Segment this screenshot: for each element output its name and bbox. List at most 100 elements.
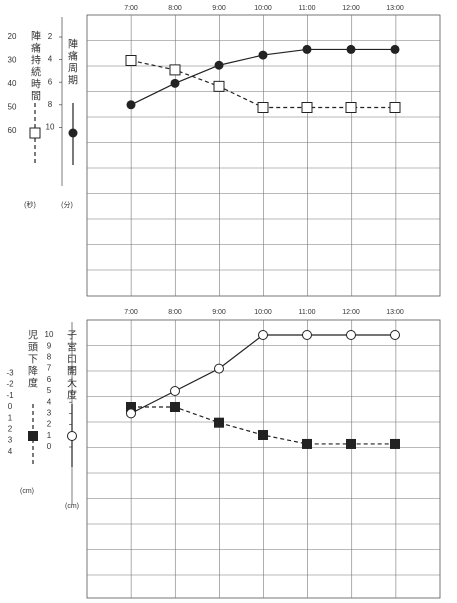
right-tick-label: 10 xyxy=(46,123,55,132)
right-tick-label: 4 xyxy=(47,397,52,406)
left-axis-label-char: 降 xyxy=(28,365,38,378)
left-tick-label: 30 xyxy=(8,56,17,65)
data-point-duration xyxy=(301,102,313,113)
right-axis-unit: (分) xyxy=(61,200,73,209)
left-tick-label: 3 xyxy=(8,436,13,445)
right-tick-label: 1 xyxy=(47,431,52,440)
right-tick-label: 7 xyxy=(47,364,52,373)
left-axis-label-char: 児 xyxy=(28,330,38,342)
data-point-duration xyxy=(389,102,401,113)
right-axis-label-char: 口 xyxy=(67,355,77,366)
left-axis-unit: (cm) xyxy=(20,488,34,495)
left-tick-label: 0 xyxy=(8,402,13,411)
right-tick-label: 5 xyxy=(47,386,52,395)
left-tick-label: 1 xyxy=(8,413,13,422)
x-tick-label: 9:00 xyxy=(212,309,226,316)
left-axis-label-char: 下 xyxy=(28,355,38,366)
right-axis-label-char: 期 xyxy=(68,75,78,87)
left-axis-label-char: 続 xyxy=(31,66,41,79)
data-point-duration xyxy=(345,102,357,113)
data-point-dilation xyxy=(214,363,224,374)
left-legend-marker xyxy=(29,127,41,139)
left-tick-label: 2 xyxy=(8,425,13,434)
left-axis-label-char: 時 xyxy=(31,79,41,91)
left-axis-unit: (秒) xyxy=(24,200,36,209)
x-tick-label: 8:00 xyxy=(168,309,182,316)
data-point-duration xyxy=(213,80,225,92)
left-axis-label-char: 持 xyxy=(31,54,41,67)
chart-panel-2 xyxy=(32,319,441,599)
left-tick-label: 4 xyxy=(8,447,13,456)
right-axis-label-char: 開 xyxy=(67,366,77,378)
x-tick-label: 10:00 xyxy=(254,5,272,12)
left-axis-label-char: 痛 xyxy=(31,42,41,55)
data-point-interval xyxy=(126,100,136,110)
data-point-interval xyxy=(390,44,400,54)
x-tick-label: 13:00 xyxy=(386,5,404,12)
data-point-duration xyxy=(257,102,269,113)
x-tick-label: 11:00 xyxy=(299,5,316,12)
data-point-dilation xyxy=(170,386,180,396)
data-point-descent xyxy=(214,417,224,428)
left-axis-label-char: 間 xyxy=(31,91,41,103)
right-axis-label-char: 痛 xyxy=(68,50,78,63)
right-tick-label: 4 xyxy=(48,55,53,64)
right-tick-label: 6 xyxy=(48,77,53,86)
right-axis-label-char: 大 xyxy=(67,377,77,390)
data-point-descent xyxy=(390,438,400,449)
data-point-dilation xyxy=(346,330,356,340)
series-line-dilation xyxy=(130,334,395,414)
data-point-interval xyxy=(346,44,356,54)
x-tick-label: 12:00 xyxy=(342,309,360,316)
right-axis-label-char: 度 xyxy=(67,389,77,402)
data-point-duration xyxy=(125,55,137,66)
right-tick-label: 6 xyxy=(47,375,52,384)
data-point-dilation xyxy=(390,330,400,340)
x-tick-label: 10:00 xyxy=(254,309,272,316)
right-legend-marker xyxy=(68,128,78,138)
left-tick-label: 40 xyxy=(8,79,17,88)
left-tick-label: 50 xyxy=(8,103,17,112)
data-point-descent xyxy=(126,402,136,412)
x-tick-label: 7:00 xyxy=(124,309,138,316)
x-tick-label: 7:00 xyxy=(124,5,138,12)
right-tick-label: 9 xyxy=(47,341,52,350)
data-point-dilation xyxy=(302,330,312,340)
left-legend-marker xyxy=(28,431,38,441)
data-point-descent xyxy=(346,438,356,449)
data-point-descent xyxy=(258,430,268,440)
left-axis-label-char: 頭 xyxy=(28,342,38,354)
right-legend-marker xyxy=(67,431,77,441)
left-tick-label: -1 xyxy=(6,391,14,400)
data-point-interval xyxy=(170,78,180,88)
right-tick-label: 2 xyxy=(47,420,52,429)
data-point-descent xyxy=(170,402,180,412)
x-tick-label: 12:00 xyxy=(342,5,360,12)
left-tick-label: 60 xyxy=(8,126,17,135)
right-tick-label: 3 xyxy=(47,409,52,418)
data-point-interval xyxy=(302,44,312,54)
right-tick-label: 10 xyxy=(45,330,54,339)
data-point-dilation xyxy=(258,330,268,340)
data-point-descent xyxy=(302,438,312,449)
data-point-interval xyxy=(214,60,224,70)
left-tick-label: -3 xyxy=(6,369,14,378)
right-axis-unit: (cm) xyxy=(65,503,79,510)
right-axis-label-char: 陣 xyxy=(68,38,78,51)
x-tick-label: 11:00 xyxy=(299,309,316,316)
right-tick-label: 0 xyxy=(47,442,52,451)
right-axis-label-char: 宮 xyxy=(67,341,77,354)
x-tick-label: 13:00 xyxy=(386,309,404,316)
left-axis-label-char: 度 xyxy=(28,377,38,390)
data-point-duration xyxy=(169,64,181,76)
right-tick-label: 8 xyxy=(48,100,53,109)
left-tick-label: 20 xyxy=(8,32,17,41)
data-point-dilation xyxy=(126,408,136,419)
right-axis-label-char: 周 xyxy=(68,63,78,75)
x-tick-label: 9:00 xyxy=(212,5,226,12)
